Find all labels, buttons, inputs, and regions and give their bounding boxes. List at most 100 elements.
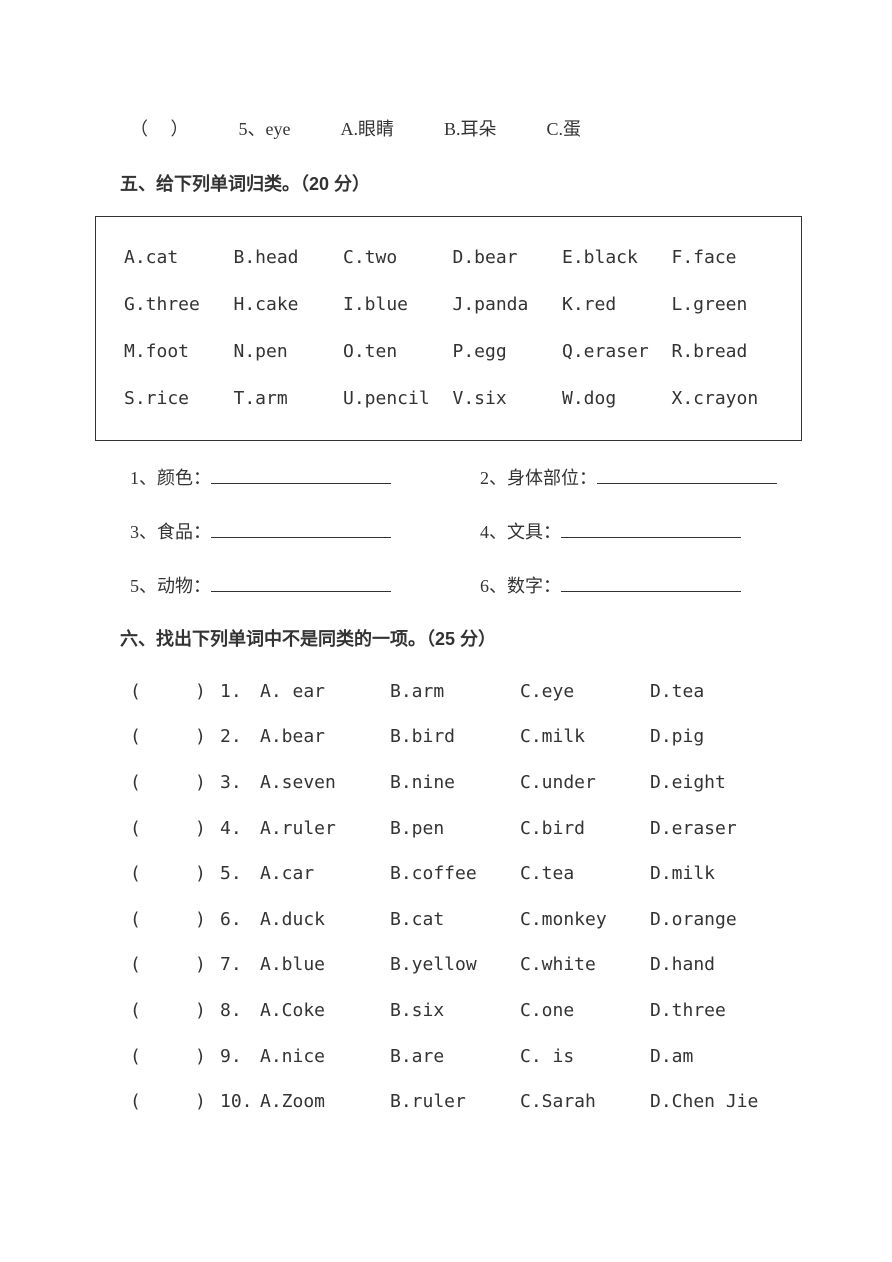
blank-line-5[interactable]: [211, 574, 391, 592]
blank-line-1[interactable]: [211, 466, 391, 484]
q4-paren[interactable]: （ ）: [130, 110, 189, 150]
q6-row: ( )9.A.niceB.areC. isD.am: [130, 1037, 792, 1077]
q6-num: 7.: [220, 945, 260, 985]
wb-cell: R.bread: [672, 329, 782, 376]
fill-blanks: 1、颜色： 2、身体部位： 3、食品： 4、文具： 5、动物： 6、数字：: [130, 459, 792, 606]
q6-paren[interactable]: ( ): [130, 854, 220, 894]
q6-paren[interactable]: ( ): [130, 900, 220, 940]
wb-cell: N.pen: [234, 329, 344, 376]
q6-optC: C.one: [520, 991, 650, 1031]
q6-optC: C.bird: [520, 809, 650, 849]
q6-optA: A.duck: [260, 900, 390, 940]
wordbox-row-2: G.three H.cake I.blue J.panda K.red L.gr…: [124, 282, 781, 329]
section5-title: 五、给下列单词归类。（20 分）: [120, 165, 792, 205]
blank-line-4[interactable]: [561, 520, 741, 538]
q6-num: 10.: [220, 1082, 260, 1122]
q6-optA: A.Coke: [260, 991, 390, 1031]
q6-paren[interactable]: ( ): [130, 1037, 220, 1077]
q6-paren[interactable]: ( ): [130, 717, 220, 757]
blank-label-5: 5、动物：: [130, 567, 211, 607]
q6-optD: D.milk: [650, 854, 780, 894]
wb-cell: J.panda: [453, 282, 563, 329]
wb-cell: M.foot: [124, 329, 234, 376]
q4-optA: A.眼睛: [340, 110, 394, 150]
q6-row: ( )2.A.bearB.birdC.milkD.pig: [130, 717, 792, 757]
q6-optD: D.orange: [650, 900, 780, 940]
q6-paren[interactable]: ( ): [130, 672, 220, 712]
q6-optC: C.monkey: [520, 900, 650, 940]
q6-paren[interactable]: ( ): [130, 991, 220, 1031]
q6-optA: A. ear: [260, 672, 390, 712]
q6-optD: D.tea: [650, 672, 780, 712]
wb-cell: A.cat: [124, 235, 234, 282]
q6-paren[interactable]: ( ): [130, 809, 220, 849]
wb-cell: W.dog: [562, 376, 672, 423]
q6-paren[interactable]: ( ): [130, 1082, 220, 1122]
section6-list: ( )1.A. earB.armC.eyeD.tea ( )2.A.bearB.…: [130, 672, 792, 1122]
wb-cell: E.black: [562, 235, 672, 282]
q6-row: ( )5.A.carB.coffeeC.teaD.milk: [130, 854, 792, 894]
q6-optB: B.ruler: [390, 1082, 520, 1122]
blank-label-3: 3、食品：: [130, 513, 211, 553]
wb-cell: T.arm: [234, 376, 344, 423]
q6-paren[interactable]: ( ): [130, 763, 220, 803]
wb-cell: X.crayon: [672, 376, 782, 423]
q6-optD: D.pig: [650, 717, 780, 757]
q6-row: ( )10.A.ZoomB.rulerC.SarahD.Chen Jie: [130, 1082, 792, 1122]
q6-optC: C.white: [520, 945, 650, 985]
q6-paren[interactable]: ( ): [130, 945, 220, 985]
wb-cell: S.rice: [124, 376, 234, 423]
blank-line-2[interactable]: [597, 466, 777, 484]
q6-optD: D.am: [650, 1037, 780, 1077]
blank-label-1: 1、颜色：: [130, 459, 211, 499]
q4-item-5: （ ） 5、eye A.眼睛 B.耳朵 C.蛋: [130, 110, 792, 150]
q6-optB: B.arm: [390, 672, 520, 712]
wb-cell: B.head: [234, 235, 344, 282]
q6-optB: B.pen: [390, 809, 520, 849]
wb-cell: P.egg: [453, 329, 563, 376]
q6-optA: A.ruler: [260, 809, 390, 849]
q6-num: 4.: [220, 809, 260, 849]
q6-optC: C.eye: [520, 672, 650, 712]
section6-title: 六、找出下列单词中不是同类的一项。（25 分）: [120, 620, 792, 660]
wordbox-row-4: S.rice T.arm U.pencil V.six W.dog X.cray…: [124, 376, 781, 423]
q6-num: 1.: [220, 672, 260, 712]
q6-num: 6.: [220, 900, 260, 940]
word-box: A.cat B.head C.two D.bear E.black F.face…: [95, 216, 802, 441]
q6-optA: A.Zoom: [260, 1082, 390, 1122]
blank-line-3[interactable]: [211, 520, 391, 538]
q6-optB: B.bird: [390, 717, 520, 757]
wb-cell: F.face: [672, 235, 782, 282]
wb-cell: D.bear: [453, 235, 563, 282]
wb-cell: H.cake: [234, 282, 344, 329]
q6-optB: B.are: [390, 1037, 520, 1077]
q6-optA: A.bear: [260, 717, 390, 757]
q6-optC: C. is: [520, 1037, 650, 1077]
q6-optB: B.cat: [390, 900, 520, 940]
q6-num: 9.: [220, 1037, 260, 1077]
wb-cell: V.six: [453, 376, 563, 423]
q6-num: 5.: [220, 854, 260, 894]
q4-num: 5、eye: [239, 110, 291, 150]
blank-line-6[interactable]: [561, 574, 741, 592]
wb-cell: U.pencil: [343, 376, 453, 423]
q4-optB: B.耳朵: [444, 110, 497, 150]
q6-num: 8.: [220, 991, 260, 1031]
q6-optB: B.yellow: [390, 945, 520, 985]
q6-optD: D.three: [650, 991, 780, 1031]
q6-optC: C.Sarah: [520, 1082, 650, 1122]
q6-optA: A.car: [260, 854, 390, 894]
q6-optA: A.nice: [260, 1037, 390, 1077]
q6-row: ( )3.A.sevenB.nineC.underD.eight: [130, 763, 792, 803]
q6-row: ( )8.A.CokeB.sixC.oneD.three: [130, 991, 792, 1031]
q6-optC: C.milk: [520, 717, 650, 757]
q6-optD: D.hand: [650, 945, 780, 985]
wb-cell: L.green: [672, 282, 782, 329]
q6-optA: A.blue: [260, 945, 390, 985]
q6-optC: C.tea: [520, 854, 650, 894]
q6-optC: C.under: [520, 763, 650, 803]
wb-cell: G.three: [124, 282, 234, 329]
blank-label-2: 2、身体部位：: [480, 459, 597, 499]
q6-row: ( )1.A. earB.armC.eyeD.tea: [130, 672, 792, 712]
q6-optB: B.coffee: [390, 854, 520, 894]
